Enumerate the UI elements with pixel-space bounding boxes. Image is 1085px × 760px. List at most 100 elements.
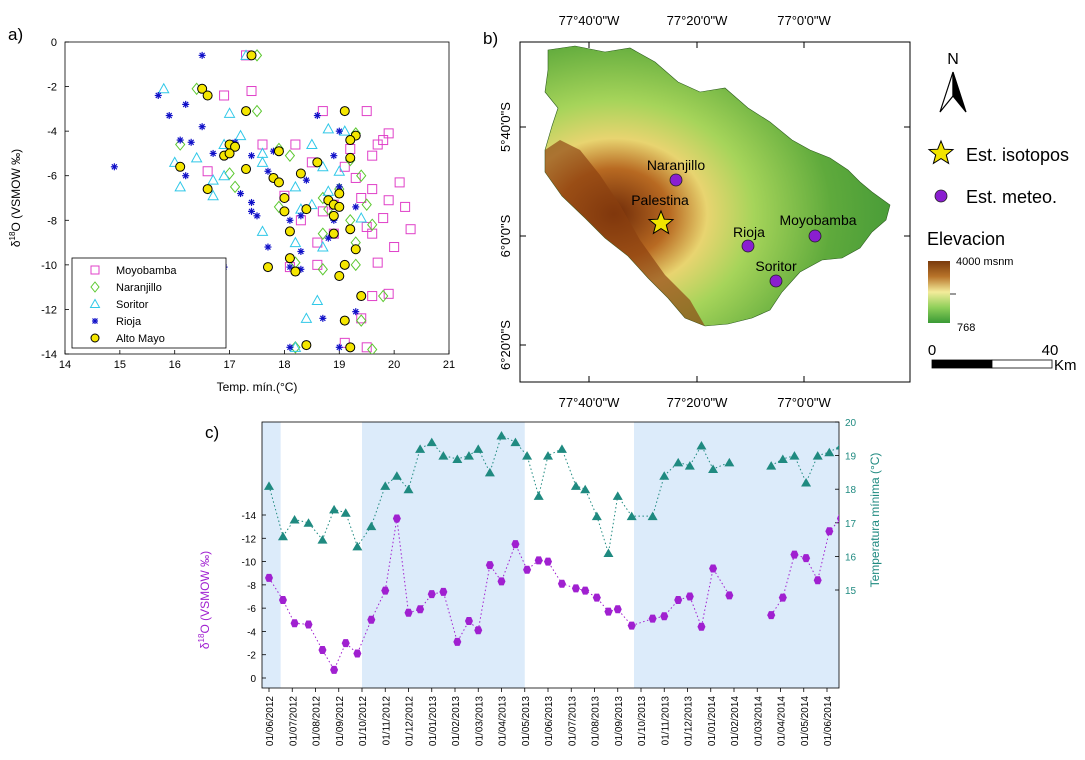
x-tick-label-c: 01/12/2013: [684, 696, 695, 746]
temp-point: [329, 504, 340, 514]
point-soritor: [322, 122, 335, 134]
station-rioja-label: Rioja: [733, 224, 765, 240]
temp-point: [452, 454, 463, 463]
x-tick-label-c: 01/02/2014: [730, 696, 741, 746]
temp-point: [473, 444, 484, 453]
temp-point: [533, 491, 544, 500]
point-rioja: [248, 207, 256, 215]
y-tick-label-a: -8: [47, 215, 57, 227]
d18o-line: [268, 518, 730, 671]
d18o-point: [497, 577, 506, 586]
temp-point: [603, 548, 614, 558]
lon-label-bottom-3: 77°0'0"W: [777, 395, 831, 410]
station-moyobamba-label: Moyobamba: [779, 212, 856, 228]
d18o-point: [534, 556, 543, 565]
d18o-point: [404, 608, 413, 617]
lon-label-bottom-1: 77°40'0"W: [559, 395, 620, 410]
legend-label-a: Soritor: [116, 299, 149, 311]
point-soritor: [306, 138, 318, 150]
point-alto-mayo: [345, 342, 356, 353]
point-alto-mayo: [175, 161, 186, 172]
d18o-point: [836, 514, 839, 523]
y-tick-right-label-c: 16: [845, 552, 857, 563]
point-moyobamba: [356, 313, 367, 324]
point-alto-mayo: [339, 315, 350, 326]
point-rioja: [335, 127, 343, 135]
d18o-point: [427, 590, 436, 599]
point-naranjillo: [273, 200, 285, 214]
point-moyobamba: [246, 86, 257, 97]
d18o-point: [685, 592, 694, 601]
d18o-point: [453, 637, 462, 646]
point-soritor: [300, 312, 313, 323]
y-tick-right-label-c: 15: [845, 586, 857, 597]
temp-point: [659, 471, 670, 480]
point-soritor: [322, 185, 335, 196]
lon-label-bottom-2: 77°20'0"W: [667, 395, 728, 410]
y-tick-label-a: -2: [47, 82, 57, 94]
d18o-point: [767, 611, 776, 620]
point-moyobamba: [394, 177, 405, 188]
temp-point: [626, 511, 637, 521]
point-soritor: [207, 174, 219, 185]
stations: Naranjillo Palestina Rioja Moyobamba Sor…: [631, 157, 857, 288]
x-tick-label-c: 01/10/2012: [358, 696, 369, 746]
point-moyobamba: [400, 201, 411, 212]
y-axis-left-label-c-delta: δ: [198, 642, 212, 649]
d18o-point: [627, 621, 636, 630]
y-axis-label-a: δ18O (VSMOW ‰): [8, 149, 23, 247]
d18o-point: [581, 586, 590, 595]
d18o-point: [613, 605, 622, 614]
x-tick-label-c: 01/10/2013: [637, 696, 648, 746]
point-alto-mayo: [334, 271, 345, 281]
y-tick-label-a: -14: [41, 349, 57, 361]
point-moyobamba: [361, 106, 372, 117]
x-tick-label-c: 01/03/2013: [474, 696, 485, 746]
x-tick-label-a: 20: [388, 359, 400, 371]
point-soritor: [311, 294, 324, 306]
point-alto-mayo: [202, 90, 213, 101]
x-tick-label-c: 01/11/2012: [381, 696, 392, 746]
point-soritor: [256, 156, 269, 167]
d18o-point: [392, 514, 401, 523]
temp-point: [303, 518, 314, 527]
point-rioja: [176, 136, 184, 144]
x-axis-label-a: Temp. mín.(°C): [217, 380, 298, 394]
point-alto-mayo: [339, 106, 350, 117]
d18o-point: [778, 593, 787, 602]
point-naranjillo: [284, 149, 296, 162]
panel-label-b: b): [483, 29, 498, 48]
point-rioja: [264, 243, 272, 251]
temp-point: [366, 521, 377, 531]
temp-point: [591, 511, 602, 521]
d18o-point: [416, 605, 425, 614]
point-alto-mayo: [273, 177, 284, 188]
lon-label-top-1: 77°40'0"W: [559, 13, 620, 28]
point-soritor: [174, 180, 187, 192]
scale-bar: [931, 359, 1053, 369]
legend-meteo-icon: [934, 189, 948, 203]
point-moyobamba: [361, 342, 372, 353]
x-tick-label-a: 19: [333, 359, 345, 371]
d18o-point: [648, 614, 657, 623]
map-legend: Est. isotopos Est. meteo. Elevacion 4000…: [927, 139, 1077, 374]
temp-point: [824, 447, 835, 457]
timeseries-panel-c: -14 -12 -10 -8 -6 -4 -2 0 15 16 17 18 19 20 01/06/20…: [197, 418, 882, 746]
scale-unit-label: Km: [1054, 357, 1077, 374]
shaded-season: [262, 422, 281, 688]
station-naranjillo-label: Naranjillo: [647, 157, 706, 173]
d18o-point: [290, 619, 299, 628]
d18o-point: [485, 561, 494, 570]
d18o-point: [511, 540, 520, 549]
d18o-point: [353, 649, 362, 658]
temp-point: [352, 541, 363, 551]
point-rioja: [352, 203, 360, 211]
point-naranjillo: [345, 213, 356, 227]
d18o-point: [697, 622, 706, 631]
point-moyobamba: [378, 213, 389, 224]
point-alto-mayo: [312, 157, 323, 168]
legend-star-icon: [927, 139, 955, 165]
point-rioja: [286, 343, 294, 351]
x-tick-label-c: 01/05/2013: [521, 696, 532, 746]
temp-point: [403, 484, 414, 494]
